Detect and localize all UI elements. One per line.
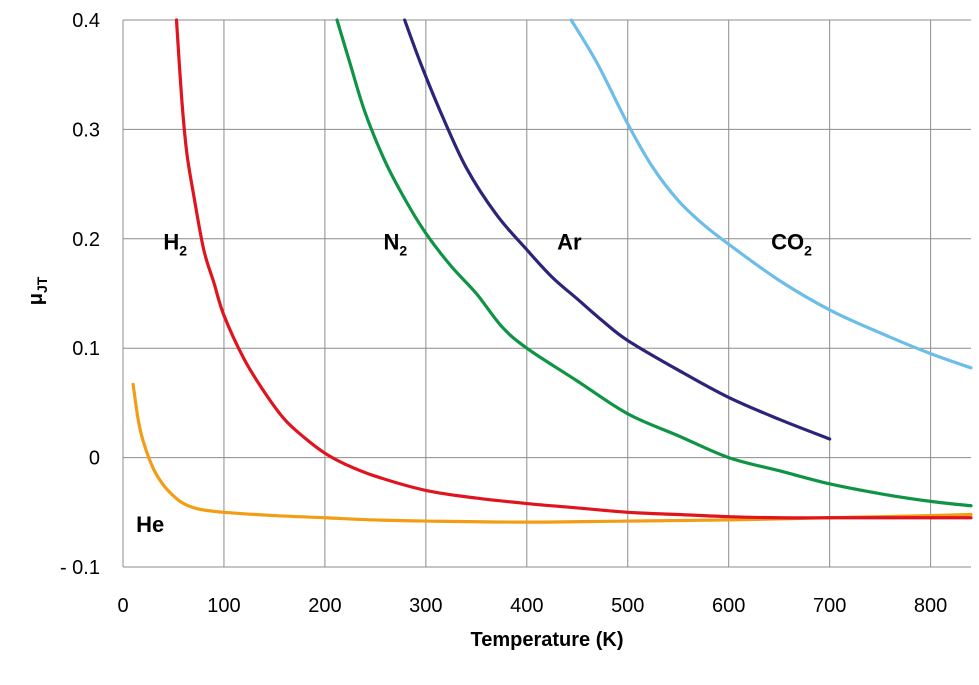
x-tick-label: 500 [611,595,644,617]
x-tick-label: 600 [712,595,745,617]
x-tick-label: 300 [409,595,442,617]
y-axis-title: μJT [25,276,50,305]
x-tick-label: 0 [117,595,128,617]
series-label-co2: CO2 [771,230,812,259]
series-label-main: He [136,512,164,537]
series-label-ar: Ar [557,230,582,255]
series-line-h2 [174,18,973,520]
series-group [131,18,973,524]
series-label-main: Ar [557,230,582,255]
y-tick-label: 0.2 [72,229,100,251]
series-line-ar [403,18,832,441]
x-axis-title: Temperature (K) [471,629,624,651]
y-tick-label: 0.3 [72,119,100,141]
series-label-n2: N2 [383,230,407,259]
y-tick-label: 0.1 [72,338,100,360]
series-label-sub: 2 [179,243,187,259]
x-tick-label: 800 [914,595,947,617]
tick-labels: - 0.1 0 0.1 0.2 0.3 0.4 0 100 200 300 400 500 600 700… [60,10,947,617]
x-tick-label: 200 [308,595,341,617]
series-label-he: He [136,512,164,537]
series-label-sub: 2 [804,243,812,259]
y-axis-title-sub: JT [34,276,50,293]
series-label-main: N [383,230,399,255]
series-line-n2 [335,18,973,508]
y-tick-label: 0 [89,448,100,470]
series-label-sub: 2 [399,243,407,259]
series-label-main: H [163,230,179,255]
x-tick-label: 400 [510,595,543,617]
series-label-main: CO [771,230,804,255]
series-label-h2: H2 [163,230,187,259]
y-tick-label: 0.4 [72,10,100,32]
y-tick-label: - 0.1 [60,557,100,579]
x-tick-label: 700 [813,595,846,617]
series-line-he [131,382,973,524]
x-tick-label: 100 [207,595,240,617]
grid [122,19,971,568]
series-line-co2 [569,18,973,370]
y-axis-title-main: μ [25,293,47,305]
